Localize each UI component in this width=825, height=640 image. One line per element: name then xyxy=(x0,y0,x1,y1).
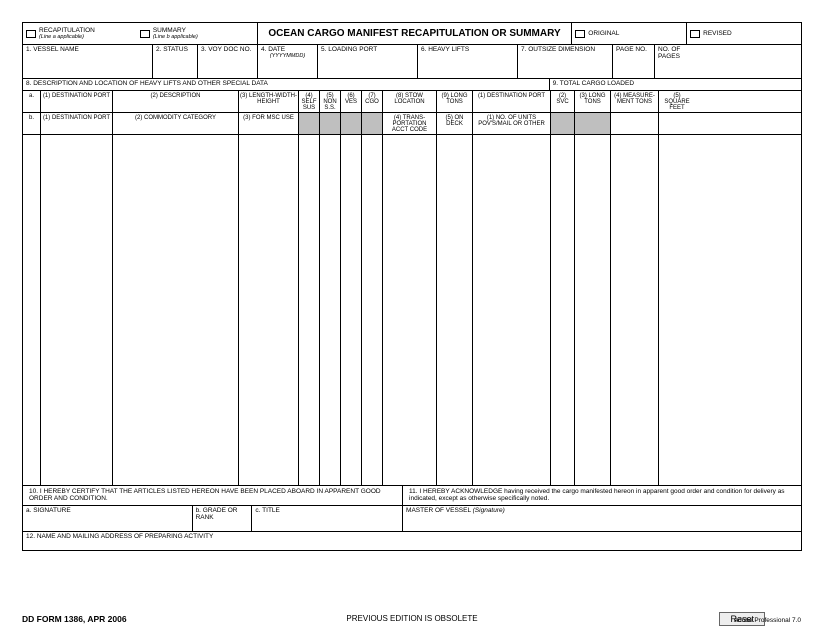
ha-dest2: (1) DESTINATION PORT xyxy=(473,91,551,112)
title-field[interactable]: c. TITLE xyxy=(252,506,403,531)
checkbox-group-left: RECAPITULATION (Line a applicable) SUMMA… xyxy=(23,23,258,44)
hb-shade-5 xyxy=(551,113,575,134)
mailing-row: 12. NAME AND MAILING ADDRESS OF PREPARIN… xyxy=(23,532,801,550)
ha-svc: (2) SVC xyxy=(551,91,575,112)
ha-meas: (4) MEASURE-MENT TONS xyxy=(611,91,659,112)
ha-self: (4) SELF SUS xyxy=(299,91,320,112)
recap-checkbox[interactable] xyxy=(26,30,36,38)
form-title: OCEAN CARGO MANIFEST RECAPITULATION OR S… xyxy=(258,23,573,44)
status[interactable]: 2. STATUS xyxy=(153,45,198,78)
cert-row: 10. I HEREBY CERTIFY THAT THE ARTICLES L… xyxy=(23,486,801,506)
hb-blank-2 xyxy=(659,113,695,134)
section-9-header: 9. TOTAL CARGO LOADED xyxy=(550,79,801,90)
revised-label: REVISED xyxy=(703,30,732,37)
loading-port[interactable]: 5. LOADING PORT xyxy=(318,45,418,78)
body-area[interactable] xyxy=(23,135,801,486)
no-of-pages[interactable]: NO. OF PAGES xyxy=(655,45,697,78)
header-row-a: a. (1) DESTINATION PORT (2) DESCRIPTION … xyxy=(23,91,801,113)
revised-checkbox[interactable] xyxy=(690,30,700,38)
ha-sqft: (5) SQUARE FEET xyxy=(659,91,695,112)
ha-lt2: (3) LONG TONS xyxy=(575,91,611,112)
voy-doc[interactable]: 3. VOY DOC NO. xyxy=(198,45,258,78)
summary-checkbox[interactable] xyxy=(140,30,150,38)
header-row-b: b. (1) DESTINATION PORT (2) COMMODITY CA… xyxy=(23,113,801,135)
ha-cgo: (7) CGO xyxy=(362,91,383,112)
ha-stow: (8) STOW LOCATION xyxy=(383,91,437,112)
ha-lwh: (3) LENGTH-WIDTH-HEIGHT xyxy=(239,91,299,112)
hb-trans: (4) TRANS-PORTATION ACCT CODE xyxy=(383,113,437,134)
hb-shade-3 xyxy=(341,113,362,134)
original-cell: ORIGINAL xyxy=(572,23,687,44)
revised-cell: REVISED xyxy=(687,23,801,44)
mailing-address[interactable]: 12. NAME AND MAILING ADDRESS OF PREPARIN… xyxy=(23,532,801,550)
original-label: ORIGINAL xyxy=(588,30,619,37)
hb-deck: (5) ON DECK xyxy=(437,113,473,134)
software-label: Adobe Professional 7.0 xyxy=(734,617,801,624)
ha-ves: (6) VES xyxy=(341,91,362,112)
form-id: DD FORM 1386, APR 2006 xyxy=(22,614,127,624)
footer: DD FORM 1386, APR 2006 PREVIOUS EDITION … xyxy=(22,614,802,624)
row-b-label: b. xyxy=(23,113,41,134)
hb-shade-2 xyxy=(320,113,341,134)
top-row: RECAPITULATION (Line a applicable) SUMMA… xyxy=(23,23,801,45)
hb-shade-1 xyxy=(299,113,320,134)
hb-blank-1 xyxy=(611,113,659,134)
cert-11: 11. I HEREBY ACKNOWLEDGE having received… xyxy=(403,486,801,505)
vessel-name[interactable]: 1. VESSEL NAME xyxy=(23,45,153,78)
row-1: 1. VESSEL NAME 2. STATUS 3. VOY DOC NO. … xyxy=(23,45,801,79)
hb-shade-6 xyxy=(575,113,611,134)
obsolete-text: PREVIOUS EDITION IS OBSOLETE xyxy=(346,614,477,623)
hb-dest: (1) DESTINATION PORT xyxy=(41,113,113,134)
heavy-lifts[interactable]: 6. HEAVY LIFTS xyxy=(418,45,518,78)
hb-units: (1) NO. OF UNITS POV'S/MAIL OR OTHER xyxy=(473,113,551,134)
ha-non: (5) NON S.S. xyxy=(320,91,341,112)
summary-label: SUMMARY (Line b applicable) xyxy=(153,27,198,40)
date[interactable]: 4. DATE (YYYYMMDD) xyxy=(258,45,318,78)
ha-lt: (9) LONG TONS xyxy=(437,91,473,112)
ha-desc: (2) DESCRIPTION xyxy=(113,91,239,112)
recap-label: RECAPITULATION (Line a applicable) xyxy=(39,27,95,40)
master-vessel[interactable]: MASTER OF VESSEL (Signature) xyxy=(403,506,801,531)
signature[interactable]: a. SIGNATURE xyxy=(23,506,193,531)
cert-10: 10. I HEREBY CERTIFY THAT THE ARTICLES L… xyxy=(23,486,403,505)
row-a-label: a. xyxy=(23,91,41,112)
ha-dest: (1) DESTINATION PORT xyxy=(41,91,113,112)
original-checkbox[interactable] xyxy=(575,30,585,38)
hb-comm: (2) COMMODITY CATEGORY xyxy=(113,113,239,134)
grade[interactable]: b. GRADE OR RANK xyxy=(193,506,253,531)
outsize[interactable]: 7. OUTSIZE DIMENSION xyxy=(518,45,613,78)
section-header-row: 8. DESCRIPTION AND LOCATION OF HEAVY LIF… xyxy=(23,79,801,91)
page-no[interactable]: PAGE NO. xyxy=(613,45,655,78)
hb-shade-4 xyxy=(362,113,383,134)
form-container: RECAPITULATION (Line a applicable) SUMMA… xyxy=(22,22,802,551)
section-8-header: 8. DESCRIPTION AND LOCATION OF HEAVY LIF… xyxy=(23,79,550,90)
signature-row: a. SIGNATURE b. GRADE OR RANK c. TITLE M… xyxy=(23,506,801,532)
hb-msc: (3) FOR MSC USE xyxy=(239,113,299,134)
